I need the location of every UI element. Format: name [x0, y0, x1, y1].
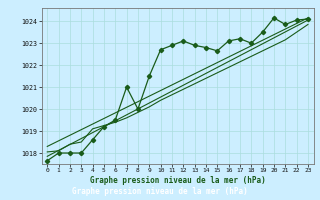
X-axis label: Graphe pression niveau de la mer (hPa): Graphe pression niveau de la mer (hPa): [90, 176, 266, 185]
Text: Graphe pression niveau de la mer (hPa): Graphe pression niveau de la mer (hPa): [72, 186, 248, 196]
